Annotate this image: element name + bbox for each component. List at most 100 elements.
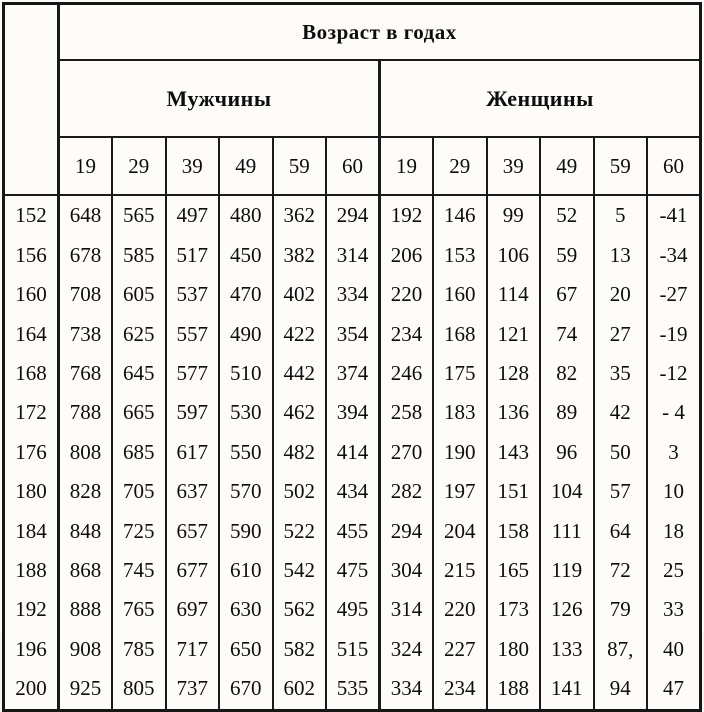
value-cell: 220 <box>378 275 433 315</box>
value-cell: 725 <box>111 511 166 551</box>
top-header-row: Рост, см Возраст в годах <box>3 3 701 196</box>
value-cell: 442 <box>271 353 326 394</box>
value-cell: 697 <box>164 590 219 630</box>
value-cell: 126 <box>539 590 594 630</box>
age-column-header: 59 <box>271 137 326 196</box>
table-row: 152 648 565 497 480 362 294 192 146 99 52 5 -41 <box>3 195 701 236</box>
value-cell: 625 <box>111 314 166 354</box>
value-cell: 158 <box>485 511 540 551</box>
value-cell: 648 <box>57 195 112 236</box>
value-cell: 645 <box>111 353 166 394</box>
value-cell: 188 <box>485 668 540 711</box>
value-cell: 121 <box>485 314 540 354</box>
value-cell: 482 <box>271 432 326 472</box>
value-cell: 590 <box>218 511 273 551</box>
value-cell: 114 <box>485 275 540 315</box>
value-cell: 678 <box>57 235 112 276</box>
age-column-header: 29 <box>432 137 487 196</box>
value-cell: 535 <box>325 668 380 711</box>
value-cell: 354 <box>325 314 380 354</box>
value-cell: 848 <box>57 511 112 551</box>
value-cell: 206 <box>378 235 433 276</box>
value-cell: 805 <box>111 668 166 711</box>
value-cell: 10 <box>646 471 701 512</box>
value-cell: 765 <box>111 590 166 630</box>
height-cell: 180 <box>3 471 60 512</box>
table-row: 180 828 705 637 570 502 434 282 197 151 104 57 10 <box>3 471 701 512</box>
value-cell: 234 <box>432 668 487 711</box>
value-cell: 650 <box>218 629 273 669</box>
height-cell: 164 <box>3 314 60 354</box>
value-cell: -41 <box>646 195 701 236</box>
value-cell: 334 <box>378 668 433 711</box>
value-cell: 220 <box>432 590 487 630</box>
value-cell: 788 <box>57 393 112 433</box>
value-cell: 828 <box>57 471 112 512</box>
value-cell: 577 <box>164 353 219 394</box>
value-cell: 57 <box>592 471 647 512</box>
value-cell: 497 <box>164 195 219 236</box>
value-cell: 510 <box>218 353 273 394</box>
value-cell: 382 <box>271 235 326 276</box>
value-cell: 868 <box>57 550 112 591</box>
value-cell: 204 <box>432 511 487 551</box>
men-group-header: Мужчины <box>57 60 380 139</box>
value-cell: 180 <box>485 629 540 669</box>
value-cell: 597 <box>164 393 219 433</box>
table-row: 160 708 605 537 470 402 334 220 160 114 67 20 -27 <box>3 275 701 315</box>
height-cell: 184 <box>3 511 60 551</box>
value-cell: 282 <box>378 471 433 512</box>
group-header-row: Мужчины Женщины <box>4 60 701 139</box>
age-column-header: 59 <box>592 137 647 196</box>
value-cell: 5 <box>592 195 647 236</box>
value-cell: 550 <box>218 432 273 472</box>
value-cell: 470 <box>218 275 273 315</box>
value-cell: 99 <box>485 195 540 236</box>
value-cell: 324 <box>378 629 433 669</box>
value-cell: 475 <box>325 550 380 591</box>
height-cell: 188 <box>3 550 60 591</box>
value-cell: 294 <box>325 195 380 236</box>
value-cell: 143 <box>485 432 540 472</box>
value-cell: 42 <box>592 393 647 433</box>
value-cell: 64 <box>592 511 647 551</box>
value-cell: 40 <box>646 629 701 669</box>
value-cell: 190 <box>432 432 487 472</box>
height-cell: 176 <box>3 432 60 472</box>
value-cell: 737 <box>164 668 219 711</box>
value-cell: 557 <box>164 314 219 354</box>
table-row: 176 808 685 617 550 482 414 270 190 143 96 50 3 <box>3 432 701 472</box>
value-cell: 82 <box>539 353 594 394</box>
age-column-header: 19 <box>378 137 433 196</box>
value-cell: -12 <box>646 353 701 394</box>
age-column-header: 60 <box>325 137 380 196</box>
value-cell: 374 <box>325 353 380 394</box>
age-column-header: 29 <box>111 137 166 196</box>
value-cell: 394 <box>325 393 380 433</box>
value-cell: 128 <box>485 353 540 394</box>
value-cell: 785 <box>111 629 166 669</box>
table-row: 168 768 645 577 510 442 374 246 175 128 82 35 -12 <box>3 353 701 394</box>
value-cell: 160 <box>432 275 487 315</box>
value-cell: 94 <box>592 668 647 711</box>
women-group-header: Женщины <box>378 60 701 139</box>
value-cell: 3 <box>646 432 701 472</box>
table-body: 152 648 565 497 480 362 294 192 146 99 52 5 -41 156 67… <box>3 195 701 711</box>
value-cell: 480 <box>218 195 273 236</box>
value-cell: 677 <box>164 550 219 591</box>
value-cell: 246 <box>378 353 433 394</box>
table-row: 164 738 625 557 490 422 354 234 168 121 74 27 -19 <box>3 314 701 354</box>
value-cell: 314 <box>378 590 433 630</box>
value-cell: 141 <box>539 668 594 711</box>
value-cell: - 4 <box>646 393 701 433</box>
value-cell: 87, <box>592 629 647 669</box>
value-cell: 33 <box>646 590 701 630</box>
value-cell: 657 <box>164 511 219 551</box>
value-cell: 106 <box>485 235 540 276</box>
value-cell: 908 <box>57 629 112 669</box>
value-cell: 455 <box>325 511 380 551</box>
value-cell: 72 <box>592 550 647 591</box>
value-cell: 74 <box>539 314 594 354</box>
value-cell: 462 <box>271 393 326 433</box>
